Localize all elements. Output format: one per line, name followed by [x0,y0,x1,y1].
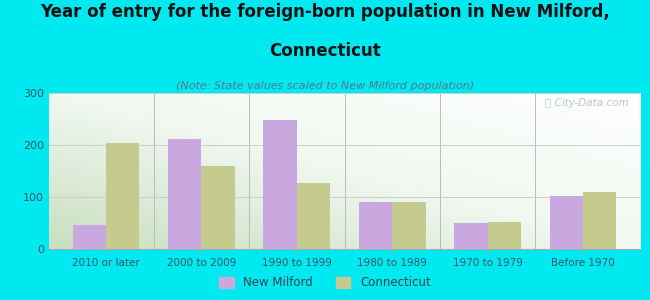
Bar [583,192,616,249]
Text: ⓘ City-Data.com: ⓘ City-Data.com [545,98,629,108]
Bar [488,222,521,249]
Text: (Note: State values scaled to New Milford population): (Note: State values scaled to New Milfor… [176,81,474,91]
Bar [392,202,426,249]
Bar [106,143,139,249]
Bar [168,139,202,249]
Bar [359,202,392,249]
Bar [202,166,235,249]
Bar [73,225,106,249]
Text: Connecticut: Connecticut [269,42,381,60]
Bar [454,223,488,249]
Text: Year of entry for the foreign-born population in New Milford,: Year of entry for the foreign-born popul… [40,3,610,21]
Legend: New Milford, Connecticut: New Milford, Connecticut [214,272,436,294]
Bar [297,184,330,249]
Bar [550,196,583,249]
Bar [263,120,297,249]
